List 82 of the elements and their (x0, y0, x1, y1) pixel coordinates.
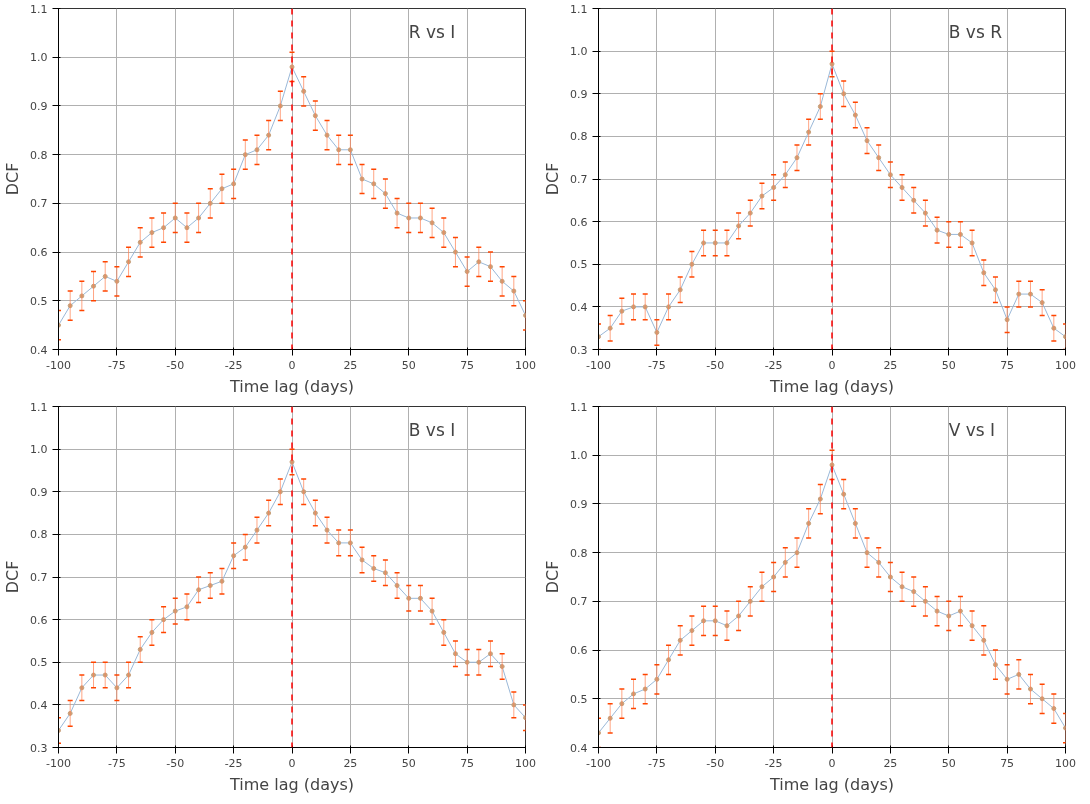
y-tick-label: 0.8 (570, 546, 588, 560)
y-tick-label: 0.7 (30, 197, 48, 211)
y-tick-label: 0.4 (570, 741, 588, 755)
x-tick-label: -100 (46, 358, 71, 372)
y-tick-label: 0.6 (30, 246, 48, 260)
x-tick-label: 0 (828, 756, 836, 770)
y-tick-label: 0.8 (570, 130, 588, 144)
y-tick-label: 0.5 (570, 692, 588, 706)
y-tick-label: 0.5 (30, 294, 48, 308)
y-tick-label: 0.9 (570, 497, 588, 511)
y-tick-label: 0.9 (570, 87, 588, 101)
y-tick-label: 0.3 (30, 741, 48, 755)
x-axis-title: Time lag (days) (769, 774, 894, 794)
x-tick-label: 25 (343, 756, 358, 770)
x-tick-label: 75 (460, 358, 475, 372)
y-tick-label: 0.7 (30, 571, 48, 584)
x-tick-label: 0 (288, 358, 296, 372)
x-tick-label: -25 (764, 756, 783, 770)
y-tick-label: 0.5 (30, 656, 48, 670)
annotation: R vs I (408, 22, 456, 43)
y-tick-label: 0.8 (30, 528, 48, 542)
x-tick-label: -25 (764, 358, 783, 372)
y-tick-label: 0.6 (570, 215, 588, 229)
annotation: B vs R (948, 22, 1003, 43)
x-tick-label: -100 (586, 756, 611, 770)
x-tick-label: -50 (166, 358, 185, 372)
y-tick-label: 0.7 (570, 595, 588, 609)
x-tick-label: 75 (1000, 756, 1015, 770)
x-tick-label: 50 (401, 358, 416, 372)
y-tick-label: 1.1 (570, 400, 588, 414)
y-tick-label: 0.8 (30, 148, 48, 162)
y-axis-title: DCF (3, 560, 23, 594)
x-axis-title: Time lag (days) (769, 376, 894, 396)
y-tick-label: 1.0 (30, 51, 48, 65)
y-axis-title: DCF (543, 162, 563, 196)
y-axis-title: DCF (3, 162, 23, 196)
x-tick-label: 50 (941, 358, 956, 372)
x-tick-label: 25 (343, 358, 358, 372)
y-tick-label: 0.9 (30, 99, 48, 113)
x-tick-label: -25 (224, 358, 243, 372)
y-tick-label: 0.9 (30, 485, 48, 499)
x-tick-label: 50 (401, 756, 416, 770)
y-axis-title: DCF (543, 560, 563, 594)
x-tick-label: -100 (46, 756, 71, 770)
annotation: V vs I (948, 420, 996, 441)
y-tick-label: 1.0 (570, 449, 588, 463)
x-tick-label: 0 (828, 358, 836, 372)
y-tick-label: 1.0 (30, 443, 48, 457)
x-tick-label: 100 (1055, 756, 1076, 770)
x-tick-label: -75 (647, 358, 666, 372)
x-tick-label: 100 (515, 756, 536, 770)
y-tick-label: 1.1 (30, 400, 48, 414)
y-tick-label: 0.3 (570, 343, 588, 357)
x-tick-label: 50 (941, 756, 956, 770)
x-tick-label: 75 (1000, 358, 1015, 372)
x-tick-label: -75 (647, 756, 666, 770)
x-axis-title: Time lag (days) (229, 376, 354, 396)
y-tick-label: 1.1 (570, 2, 588, 16)
x-tick-label: 25 (883, 358, 898, 372)
x-axis-title: Time lag (days) (229, 774, 354, 794)
y-tick-label: 0.4 (570, 300, 588, 314)
x-tick-label: -75 (107, 358, 126, 372)
annotation: B vs I (408, 420, 456, 441)
y-tick-label: 1.0 (570, 45, 588, 59)
y-tick-label: 0.7 (570, 173, 588, 186)
y-tick-label: 1.1 (30, 2, 48, 16)
x-tick-label: -100 (586, 358, 611, 372)
x-tick-label: 0 (288, 756, 296, 770)
x-tick-label: 75 (460, 756, 475, 770)
x-tick-label: -50 (706, 756, 725, 770)
y-tick-label: 0.4 (30, 343, 48, 357)
x-tick-label: -25 (224, 756, 243, 770)
x-tick-label: -50 (166, 756, 185, 770)
y-tick-label: 0.6 (30, 613, 48, 627)
x-tick-label: -75 (107, 756, 126, 770)
y-tick-label: 0.6 (570, 644, 588, 658)
x-tick-label: 100 (515, 358, 536, 372)
x-tick-label: 25 (883, 756, 898, 770)
y-tick-label: 0.4 (30, 698, 48, 712)
x-tick-label: -50 (706, 358, 725, 372)
y-tick-label: 0.5 (570, 258, 588, 272)
x-tick-label: 100 (1055, 358, 1076, 372)
